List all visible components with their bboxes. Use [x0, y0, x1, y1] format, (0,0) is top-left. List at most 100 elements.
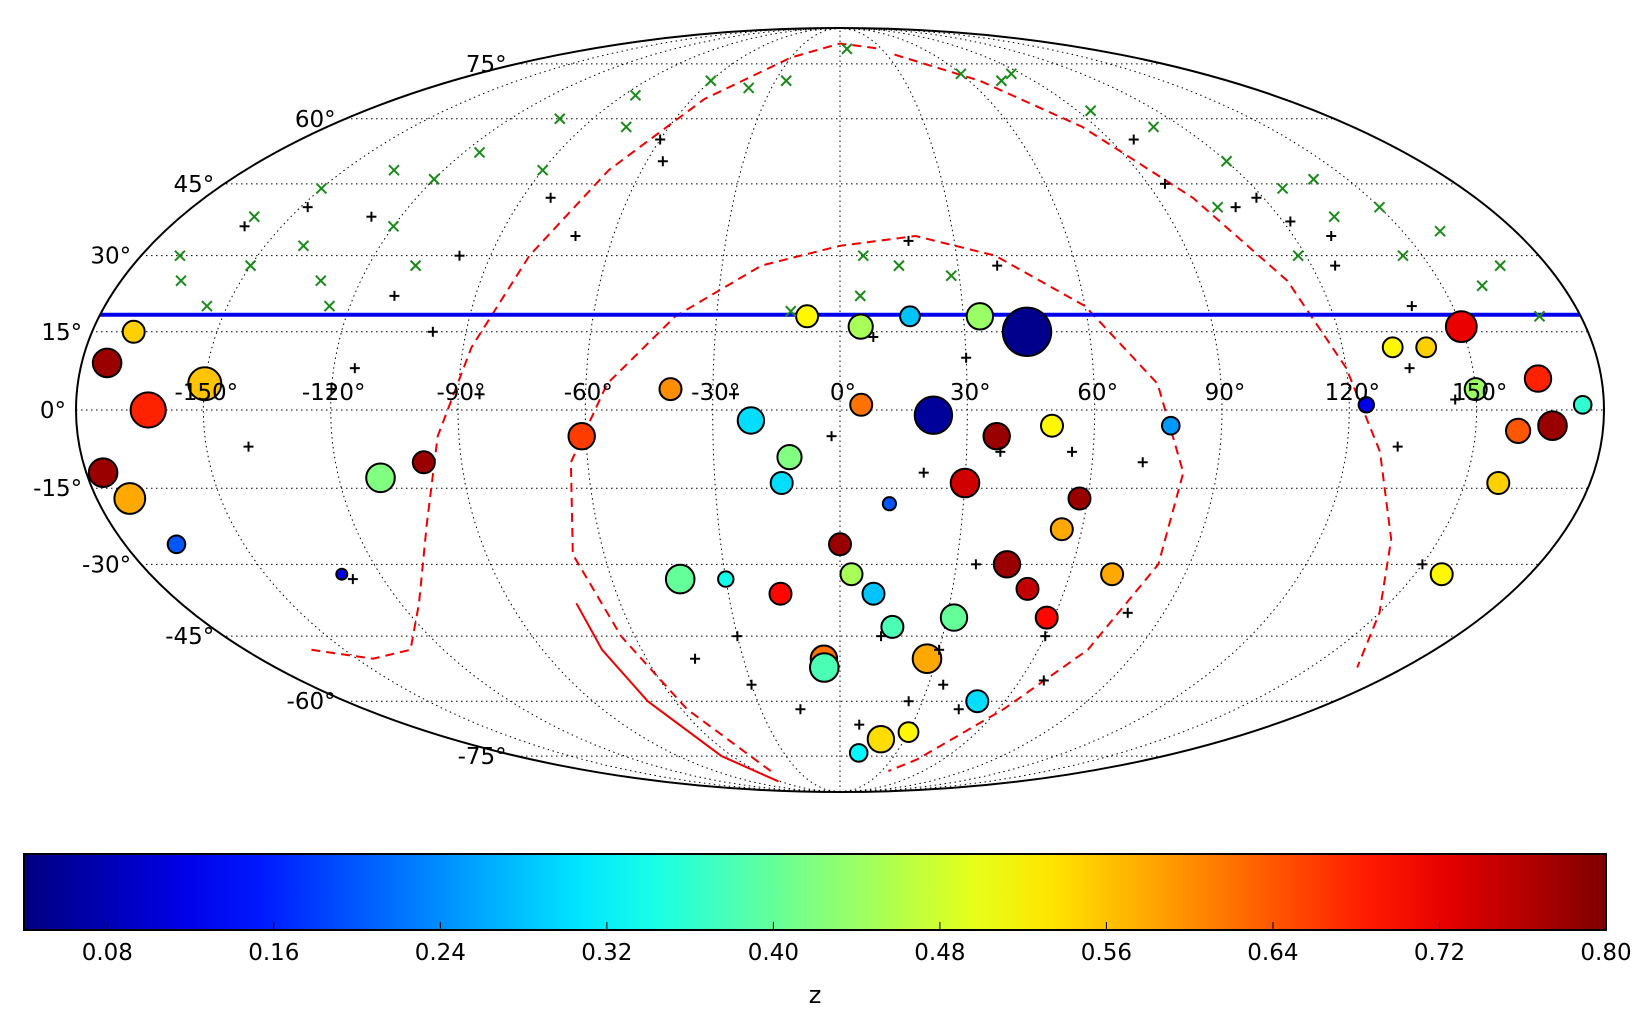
markers [87, 43, 1593, 763]
cluster-marker [91, 347, 123, 379]
plus-marker [366, 211, 377, 222]
plus-marker [961, 352, 972, 363]
plus-marker [454, 250, 465, 261]
x-marker [995, 75, 1008, 87]
cluster-marker [913, 395, 954, 435]
x-marker [428, 173, 440, 185]
galactic-plane-curve [569, 234, 1185, 773]
cluster-marker [166, 534, 187, 555]
graticule [76, 28, 1604, 792]
plus-marker [746, 679, 757, 690]
longitude-gridline [457, 28, 841, 792]
cluster-marker [113, 482, 147, 515]
cluster-marker [1381, 336, 1404, 359]
longitude-gridline [584, 28, 841, 792]
plus-marker [934, 644, 945, 655]
cluster-marker [949, 467, 981, 499]
cluster-marker [849, 392, 874, 417]
galactic-plane-curve [575, 602, 780, 783]
plus-marker [239, 221, 250, 232]
latitude-tick-label: -45° [165, 624, 214, 650]
x-marker [201, 300, 213, 312]
x-marker [174, 249, 186, 262]
plus-marker [1406, 301, 1417, 312]
latitude-tick-label: 15° [41, 320, 82, 346]
x-marker [854, 290, 866, 302]
colorbar-label: z [809, 981, 822, 1009]
plus-marker [992, 260, 1003, 271]
longitude-tick-label: 0° [830, 380, 856, 406]
longitude-gridline [202, 28, 841, 792]
x-marker [785, 305, 797, 317]
x-marker [1533, 310, 1546, 323]
colorbar: 0.08 0.16 0.24 0.32 0.40 0.48 0.56 0.64 0.72 0.80… [23, 853, 1632, 1009]
longitude-tick-label: -90° [436, 380, 485, 406]
plus-marker [1122, 607, 1133, 618]
plus-marker [326, 384, 337, 395]
cluster-marker [717, 570, 735, 588]
x-marker [1307, 173, 1320, 185]
plus-marker [1326, 231, 1337, 242]
cluster-marker [992, 550, 1022, 579]
x-marker [1005, 68, 1018, 80]
plus-marker [1285, 216, 1296, 227]
cluster-marker [1429, 562, 1454, 587]
plus-marker [1067, 446, 1078, 457]
plus-marker [732, 631, 743, 642]
longitude-tick-label: 150° [1452, 380, 1507, 406]
map-boundary [75, 27, 1605, 793]
x-marker [1220, 155, 1233, 167]
colorbar-tick-label: 0.40 [748, 940, 799, 966]
longitude-gridline [330, 28, 841, 792]
cluster-marker [1034, 605, 1059, 630]
x-marker [841, 43, 853, 55]
colorbar-gradient [23, 853, 1607, 931]
x-marker [1434, 225, 1446, 237]
plus-marker [728, 389, 739, 400]
x-marker [780, 75, 792, 87]
plus-marker [570, 231, 581, 242]
cluster-marker [1001, 306, 1053, 357]
cluster-marker [664, 563, 696, 595]
x-marker [945, 269, 957, 282]
longitude-tick-label: -120° [302, 380, 366, 406]
cluster-marker [1537, 410, 1568, 442]
x-marker [893, 259, 905, 272]
plus-marker [795, 704, 806, 715]
colorbar-tick-label: 0.72 [1414, 940, 1465, 966]
x-marker [297, 240, 310, 252]
x-marker [1147, 121, 1160, 133]
cluster-marker [87, 457, 119, 489]
cluster-marker [776, 444, 803, 471]
plus-marker [938, 679, 949, 690]
cluster-marker [1523, 364, 1553, 393]
longitude-gridline [839, 28, 1478, 792]
x-marker [409, 259, 422, 272]
cluster-marker [1572, 395, 1593, 415]
cluster-marker [881, 496, 898, 512]
plus-marker [347, 574, 358, 585]
latitude-tick-label: 75° [466, 52, 507, 78]
longitude-gridline [839, 28, 1223, 792]
plus-marker [1251, 192, 1262, 203]
plus-marker [918, 467, 929, 478]
plus-marker [389, 290, 400, 301]
cluster-marker [769, 471, 794, 495]
longitude-tick-label: 90° [1205, 380, 1246, 406]
cluster-marker [839, 562, 864, 587]
cluster-marker [848, 743, 869, 763]
cluster-marker [768, 581, 793, 606]
cluster-marker [658, 377, 683, 402]
plus-marker [243, 441, 254, 452]
cluster-marker [899, 305, 921, 328]
colorbar-tick-label: 0.24 [415, 940, 466, 966]
cluster-marker [982, 422, 1011, 451]
plus-marker [868, 331, 879, 342]
latitude-tick-label: 0° [40, 398, 66, 424]
galactic-plane-curves [311, 42, 1393, 783]
colorbar-tick-label: 0.08 [82, 940, 133, 966]
x-marker [620, 121, 632, 133]
latitude-tick-label: -15° [33, 476, 82, 502]
plus-marker [1038, 675, 1049, 686]
